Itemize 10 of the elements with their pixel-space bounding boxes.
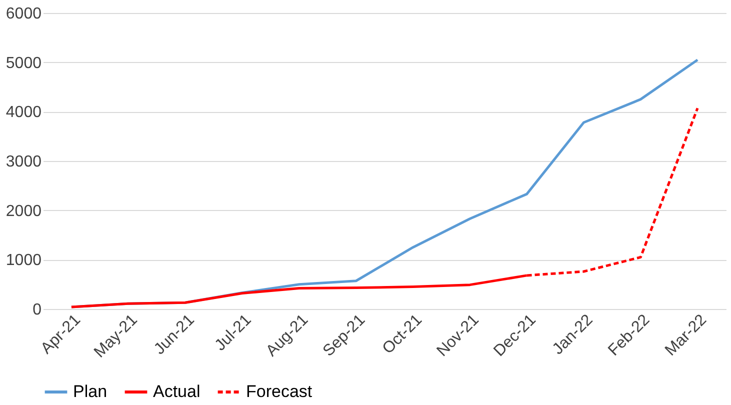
y-tick-label: 5000 (6, 54, 42, 72)
legend-label: Actual (153, 382, 200, 401)
y-tick-label: 6000 (6, 6, 42, 22)
y-tick-label: 1000 (6, 252, 42, 270)
y-tick-label: 4000 (6, 104, 42, 122)
y-tick-label: 0 (32, 302, 42, 318)
legend-label: Plan (73, 382, 108, 401)
legend-label: Forecast (246, 382, 312, 401)
y-tick-label: 3000 (6, 154, 42, 170)
y-tick-label: 2000 (6, 202, 42, 220)
